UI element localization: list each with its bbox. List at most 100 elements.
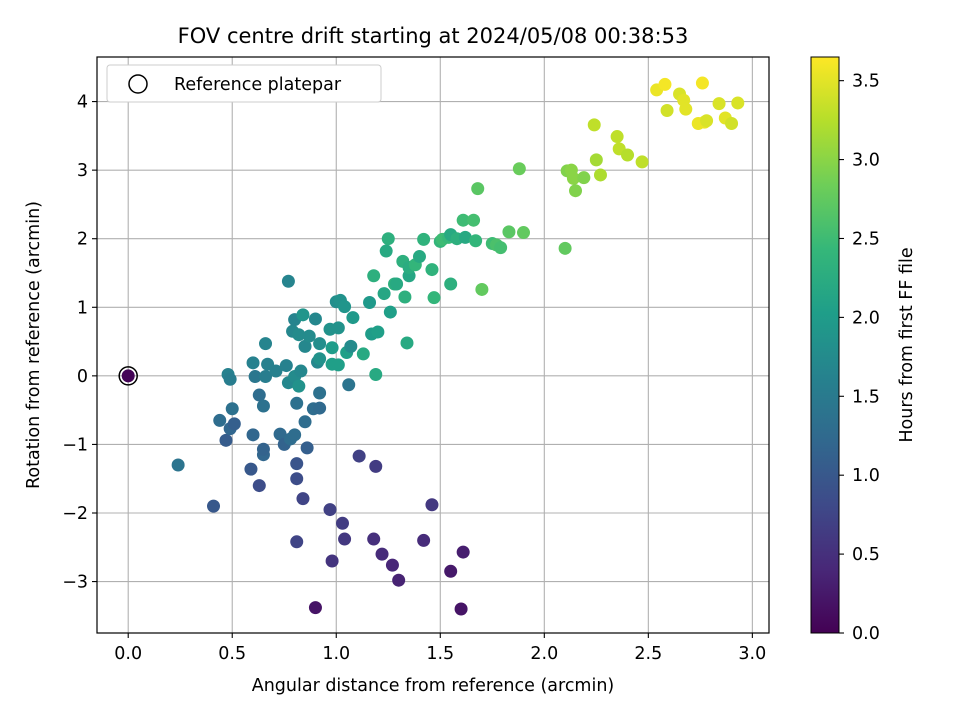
data-point [313, 401, 327, 415]
data-point [256, 442, 270, 456]
x-axis-label: Angular distance from reference (arcmin) [252, 676, 615, 696]
data-point [369, 459, 383, 473]
colorbar-tick-label: 0.0 [852, 624, 880, 644]
data-point [385, 558, 399, 572]
data-point [660, 103, 674, 117]
data-point [369, 367, 383, 381]
data-point [456, 213, 470, 227]
chart-title: FOV centre drift starting at 2024/05/08 … [178, 24, 689, 48]
data-point [259, 337, 273, 351]
colorbar-tick-label: 3.0 [852, 151, 880, 171]
data-point [377, 287, 391, 301]
data-point [325, 554, 339, 568]
data-point [454, 602, 468, 616]
data-point [398, 290, 412, 304]
data-point [390, 277, 404, 291]
x-tick-label: 0.0 [114, 644, 142, 664]
data-point [356, 347, 370, 361]
data-point [288, 428, 302, 442]
data-point [400, 336, 414, 350]
data-point [475, 282, 489, 296]
y-tick-label: 0 [77, 367, 88, 387]
data-point [256, 399, 270, 413]
data-point [248, 370, 262, 384]
data-point [290, 535, 304, 549]
colorbar-tick-label: 0.5 [852, 545, 880, 565]
data-point [731, 96, 745, 110]
y-tick-label: 3 [77, 161, 88, 181]
legend-box [106, 64, 382, 103]
x-tick-label: 1.5 [426, 644, 454, 664]
data-point [290, 457, 304, 471]
data-point [577, 171, 591, 185]
data-point [566, 171, 580, 185]
y-tick-label: 2 [77, 230, 88, 250]
colorbar [810, 56, 840, 634]
data-point [367, 532, 381, 546]
data-point [313, 352, 327, 366]
x-axis-ticks: 0.0 0.5 1.0 1.5 2.0 2.5 3.0 [114, 633, 766, 664]
data-point [379, 244, 393, 258]
data-point [725, 117, 739, 131]
colorbar-tick-label: 3.5 [852, 72, 880, 92]
colorbar-tick-label: 2.0 [852, 308, 880, 328]
data-point [494, 241, 508, 255]
data-point [456, 545, 470, 559]
data-point [296, 492, 310, 506]
data-point [383, 305, 397, 319]
y-tick-label: −1 [62, 435, 88, 455]
data-point [444, 277, 458, 291]
colorbar-label: Hours from first FF file [897, 247, 917, 442]
data-point [290, 472, 304, 486]
y-tick-label: 4 [77, 93, 88, 113]
data-point [471, 182, 485, 196]
data-point [121, 369, 135, 383]
data-point [589, 153, 603, 167]
data-point [261, 357, 275, 371]
data-point [700, 114, 714, 128]
plot-area-frame [96, 56, 770, 634]
y-axis-ticks: −3 −2 −1 0 1 2 3 4 [62, 93, 97, 593]
y-tick-label: 1 [77, 298, 88, 318]
legend-marker-reference [128, 74, 148, 94]
data-point [569, 184, 583, 198]
y-tick-label: −3 [62, 573, 88, 593]
data-point [298, 415, 312, 429]
data-point [610, 130, 624, 144]
colorbar-tick-label: 1.0 [852, 466, 880, 486]
data-point [331, 358, 345, 372]
grid-lines [97, 57, 769, 633]
legend: Reference platepar [106, 64, 382, 103]
data-point [392, 573, 406, 587]
data-point [225, 402, 239, 416]
scatter-points [118, 76, 745, 616]
data-point [417, 232, 431, 246]
data-point [593, 168, 607, 182]
data-point [512, 162, 526, 176]
legend-label-reference: Reference platepar [174, 75, 342, 95]
data-point [467, 213, 481, 227]
data-point [298, 339, 312, 353]
colorbar-tick-label: 2.5 [852, 229, 880, 249]
data-point [346, 311, 360, 325]
data-point [308, 312, 322, 326]
data-point [227, 417, 241, 431]
data-point [621, 148, 635, 162]
data-point [338, 300, 352, 314]
data-point [502, 225, 516, 239]
data-point [302, 329, 316, 343]
data-point [292, 379, 306, 393]
data-point [712, 97, 726, 111]
data-point [246, 428, 260, 442]
data-point [219, 433, 233, 447]
colorbar-tick-label: 1.5 [852, 387, 880, 407]
data-point [425, 498, 439, 512]
data-point [294, 364, 308, 378]
data-point [223, 372, 237, 386]
data-point [375, 547, 389, 561]
data-point [342, 378, 356, 392]
data-point [371, 325, 385, 339]
reference-platepar-marker [118, 366, 138, 386]
data-point [313, 386, 327, 400]
